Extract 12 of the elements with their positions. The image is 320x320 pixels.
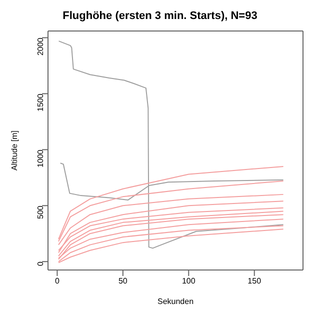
y-axis-title: Altitude [m]: [10, 130, 19, 171]
x-tick-label: 100: [182, 276, 196, 286]
y-tick-label: 2000: [36, 37, 45, 56]
y-tick-label: 500: [36, 205, 45, 219]
x-tick-label: 150: [248, 276, 262, 286]
x-tick-label: 0: [54, 276, 60, 286]
x-axis-title: Sekunden: [157, 297, 194, 306]
y-tick-label: 1500: [36, 93, 45, 112]
chart-title: Flughöhe (ersten 3 min. Starts), N=93: [62, 10, 258, 22]
x-tick-label: 50: [118, 276, 128, 286]
y-tick-label: 1000: [36, 149, 45, 168]
y-tick-label: 0: [36, 261, 45, 266]
